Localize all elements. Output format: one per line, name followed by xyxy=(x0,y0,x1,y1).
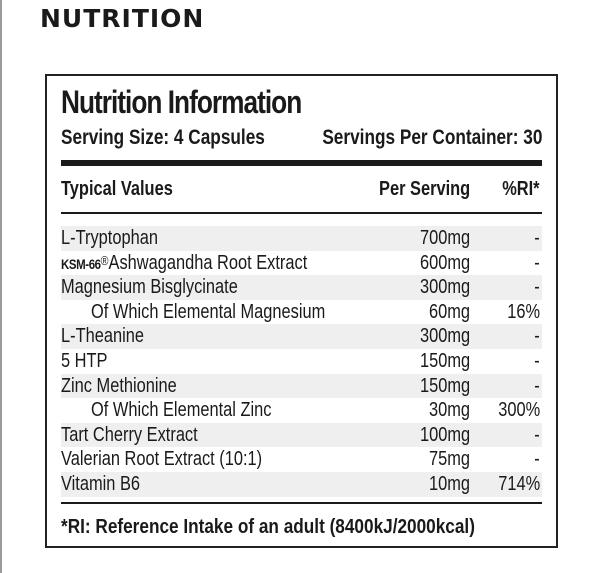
column-headers: Typical Values Per Serving %RI* xyxy=(61,178,542,204)
servings-per-container: Servings Per Container: 30 xyxy=(321,126,542,149)
nutrient-name-text: L-Tryptophan xyxy=(61,227,158,249)
nutrient-amount: 100mg xyxy=(419,423,470,446)
nutrient-name: Tart Cherry Extract xyxy=(61,424,198,447)
nutrient-name: L-Tryptophan xyxy=(61,227,158,250)
nutrient-name-text: Of Which Elemental Magnesium xyxy=(91,300,326,323)
nutrient-name-text: 5 HTP xyxy=(61,349,108,372)
header-ri: %RI* xyxy=(502,178,540,200)
header-typical-values: Typical Values xyxy=(61,178,173,200)
nutrient-ri: - xyxy=(534,227,540,249)
header-per-serving: Per Serving xyxy=(378,178,470,200)
table-row: Of Which Elemental Zinc 30mg 300% xyxy=(61,398,542,423)
serving-size: Serving Size: 4 Capsules xyxy=(61,126,265,149)
table-row: Tart Cherry Extract 100mg - xyxy=(61,422,542,448)
nutrient-amount: 300mg xyxy=(419,325,470,348)
table-row: 5 HTP 150mg - xyxy=(61,349,542,374)
nutrient-ri: - xyxy=(534,276,540,299)
nutrient-ri: 714% xyxy=(498,472,540,495)
nutrient-ri: - xyxy=(534,349,540,372)
nutrient-name: KSM-66®Ashwagandha Root Extract xyxy=(61,252,307,275)
serving-info: Serving Size: 4 Capsules Servings Per Co… xyxy=(61,126,542,152)
header-divider xyxy=(61,212,542,214)
ri-footnote: *RI: Reference Intake of an adult (8400k… xyxy=(61,516,475,538)
table-row: Zinc Methionine 150mg - xyxy=(61,373,542,399)
nutrient-name: L-Theanine xyxy=(61,325,144,348)
nutrient-amount: 700mg xyxy=(419,227,470,249)
nutrient-amount: 600mg xyxy=(419,251,470,274)
nutrient-amount: 10mg xyxy=(428,472,470,495)
table-row: L-Tryptophan 700mg - xyxy=(61,226,542,251)
nutrient-name: Valerian Root Extract (10:1) xyxy=(61,448,262,471)
nutrient-ri: - xyxy=(534,251,540,274)
nutrient-ri: - xyxy=(534,374,540,397)
section-heading: NUTRITION xyxy=(40,4,205,33)
nutrient-name-text: Tart Cherry Extract xyxy=(61,423,198,446)
table-row: Valerian Root Extract (10:1) 75mg - xyxy=(61,447,542,472)
nutrient-name-text: Ashwagandha Root Extract xyxy=(108,251,308,274)
nutrient-ri: 300% xyxy=(498,399,540,422)
nutrient-amount: 75mg xyxy=(428,448,470,471)
nutrient-name: Zinc Methionine xyxy=(61,375,177,398)
nutrient-name: 5 HTP xyxy=(61,350,107,373)
nutrient-name-text: Vitamin B6 xyxy=(61,472,141,495)
nutrient-name-text: Zinc Methionine xyxy=(61,374,177,397)
nutrient-name-text: Magnesium Bisglycinate xyxy=(61,276,238,299)
nutrient-name: Of Which Elemental Magnesium xyxy=(91,301,325,324)
nutrient-name: Of Which Elemental Zinc xyxy=(91,399,271,422)
nutrient-table: L-Tryptophan 700mg - KSM-66®Ashwagandha Roo… xyxy=(61,226,542,497)
nutrition-panel: Nutrition Information Serving Size: 4 Ca… xyxy=(45,74,558,548)
nutrient-name-text: Of Which Elemental Zinc xyxy=(91,399,272,422)
nutrient-name-text: Valerian Root Extract (10:1) xyxy=(61,448,263,471)
nutrient-name: Vitamin B6 xyxy=(61,473,140,496)
nutrient-amount: 150mg xyxy=(419,374,470,397)
nutrient-name-text: L-Theanine xyxy=(61,325,144,348)
nutrient-name: Magnesium Bisglycinate xyxy=(61,276,238,299)
nutrient-ri: - xyxy=(534,423,540,446)
nutrient-amount: 150mg xyxy=(419,349,470,372)
registered-mark: ® xyxy=(100,252,109,268)
table-row: Magnesium Bisglycinate 300mg - xyxy=(61,275,542,300)
nutrient-ri: 16% xyxy=(507,300,540,323)
table-row: Of Which Elemental Magnesium 60mg 16% xyxy=(61,300,542,325)
table-row: KSM-66®Ashwagandha Root Extract 600mg - xyxy=(61,251,542,276)
nutrient-ri: - xyxy=(534,448,540,471)
table-row: L-Theanine 300mg - xyxy=(61,324,542,349)
footer-divider xyxy=(61,502,542,504)
nutrient-amount: 30mg xyxy=(428,399,470,422)
nutrient-amount: 60mg xyxy=(428,300,470,323)
nutrient-ri: - xyxy=(534,325,540,348)
brand-prefix: KSM-66 xyxy=(61,255,101,272)
left-edge-line xyxy=(0,0,2,573)
nutrient-amount: 300mg xyxy=(419,276,470,299)
panel-title: Nutrition Information xyxy=(61,84,302,120)
table-row: Vitamin B6 10mg 714% xyxy=(61,471,542,497)
thick-divider xyxy=(61,160,542,166)
